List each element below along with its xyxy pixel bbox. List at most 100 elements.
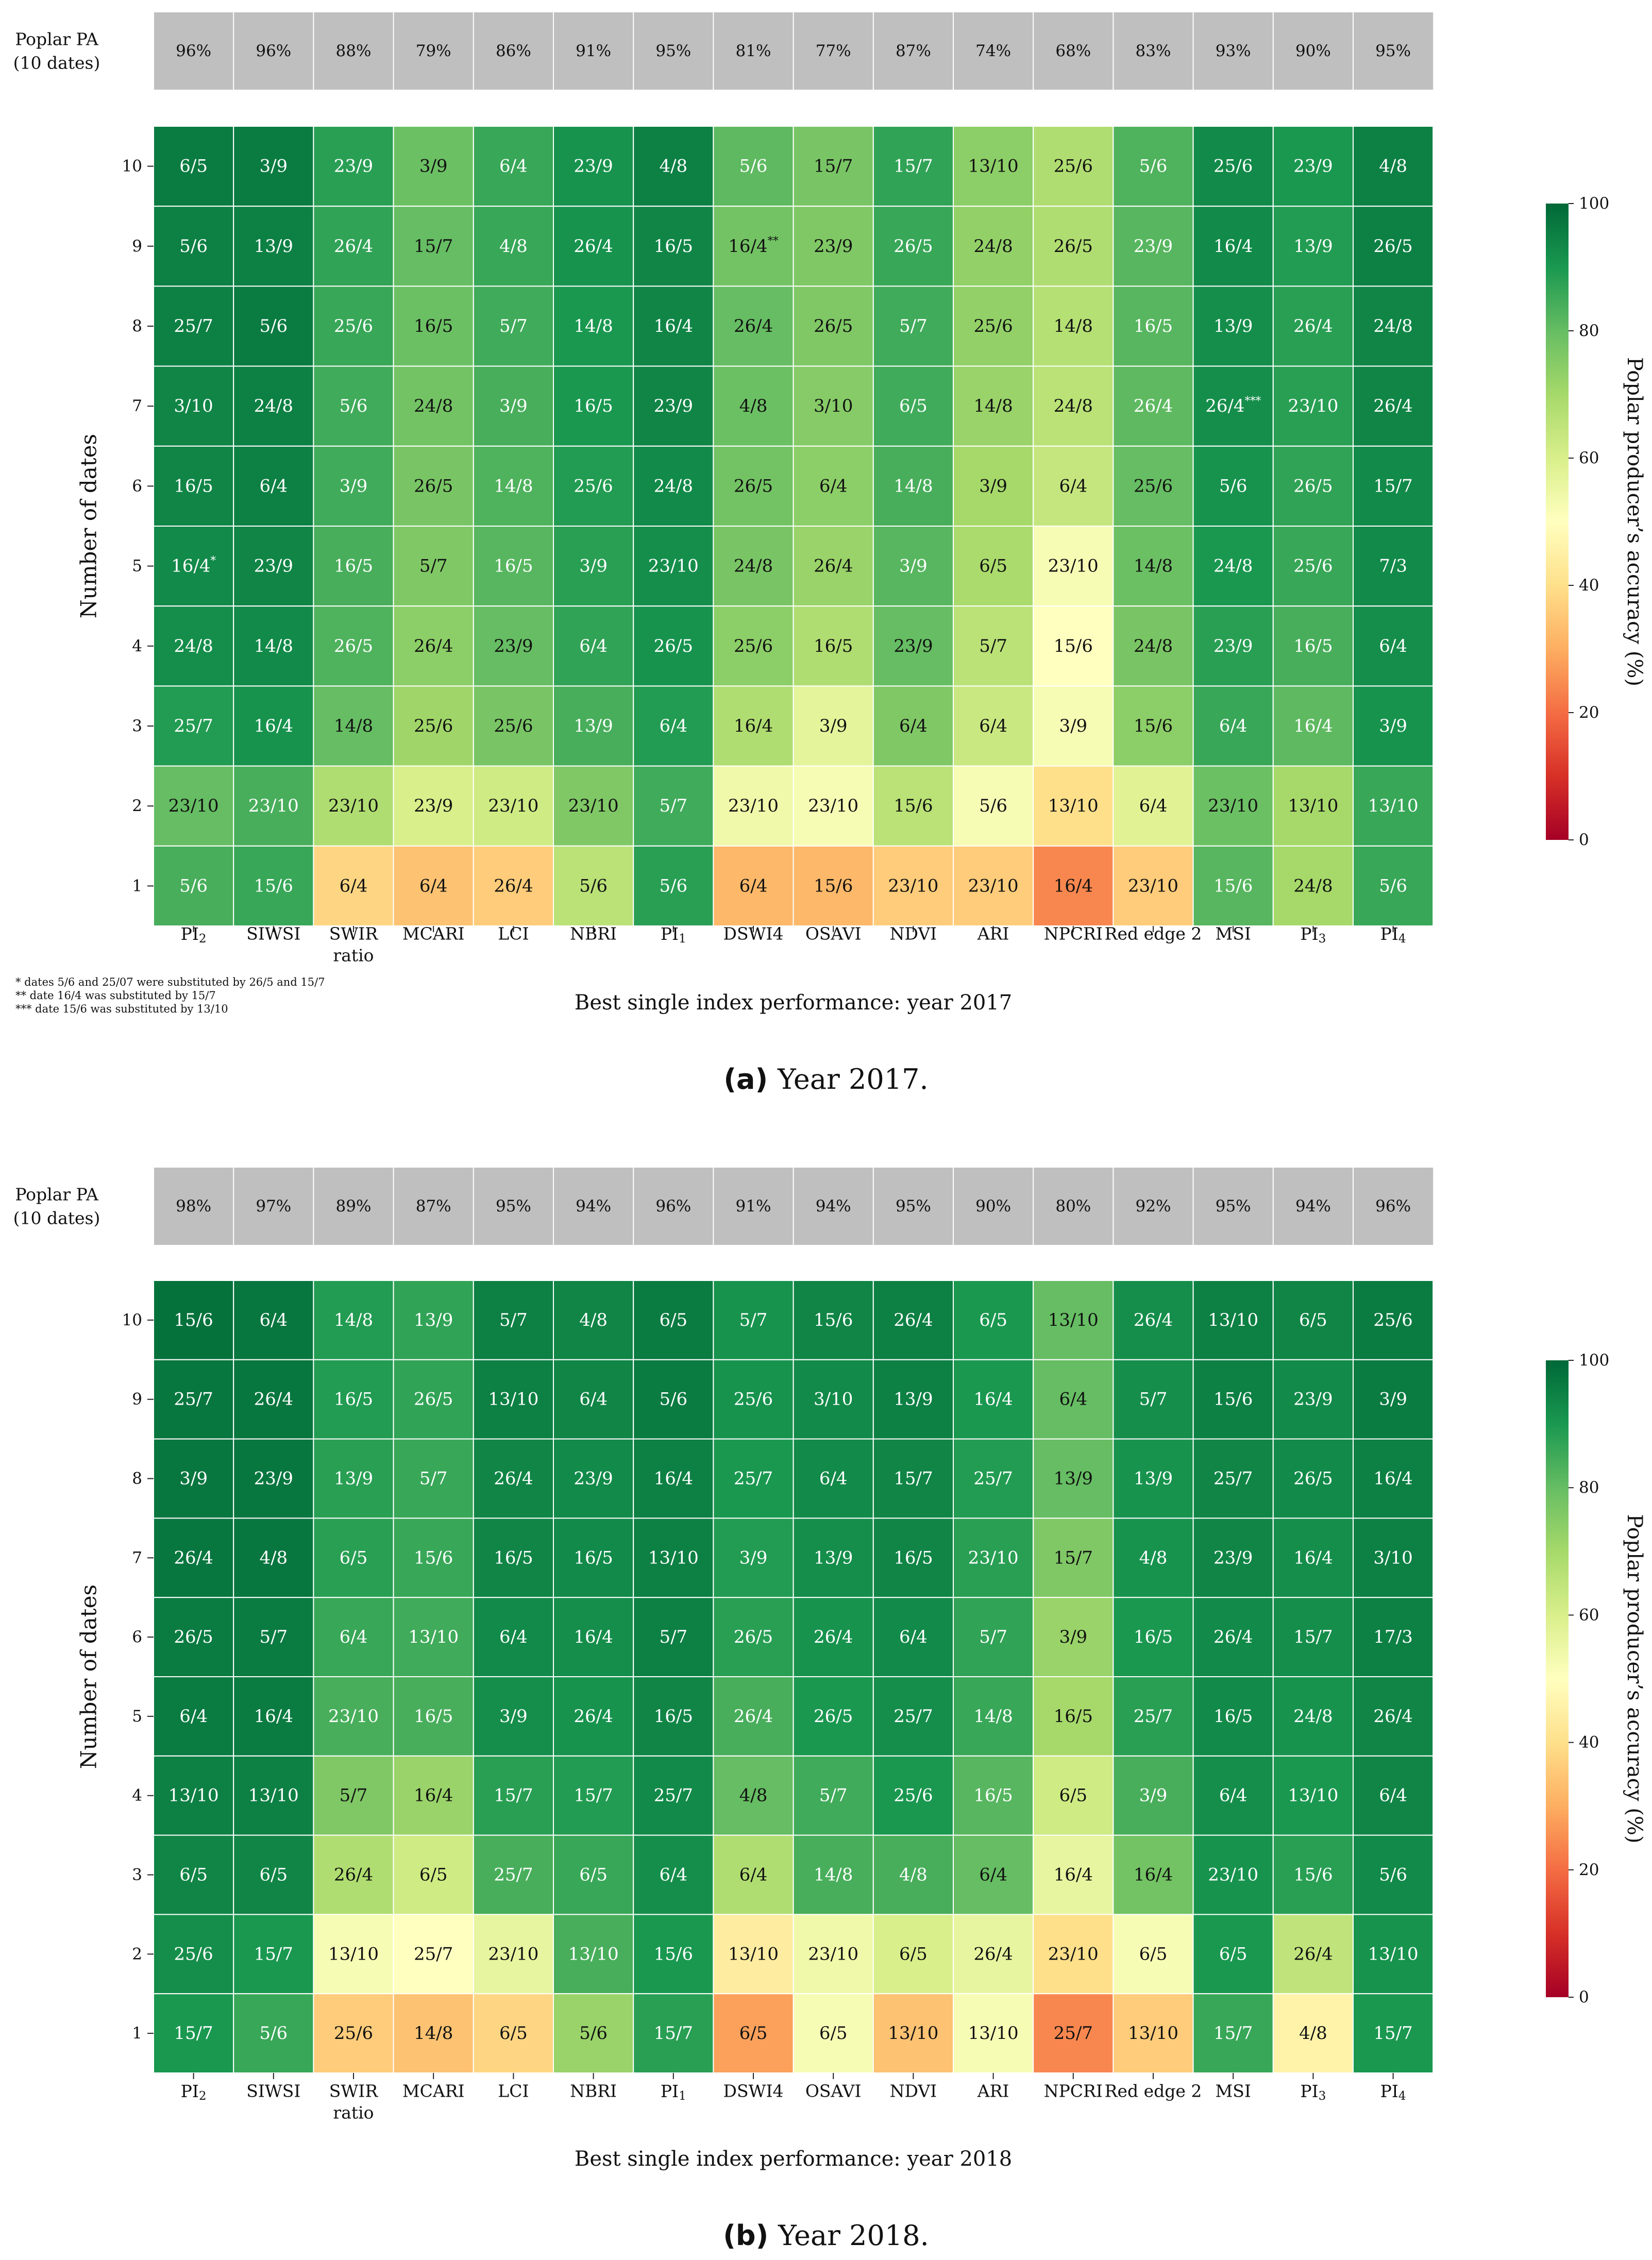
heatmap-cell (713, 1834, 794, 1915)
cell-label: 5/6 (179, 875, 208, 896)
x-tick-label: NPCRI (1044, 924, 1103, 944)
heatmap-cell (313, 1517, 394, 1598)
cell-label: 6/4 (659, 716, 687, 736)
cell-label: 6/4 (340, 875, 368, 896)
heatmap-cell (313, 365, 394, 447)
x-tick-label: SIWSI (246, 2081, 300, 2101)
cell-label: 15/7 (894, 156, 933, 177)
cell-label: 5/7 (1139, 1389, 1168, 1410)
x-tick-label: Red edge 2 (1105, 2081, 1202, 2101)
heatmap-cell (872, 206, 954, 287)
heatmap-cell (633, 1517, 714, 1598)
heatmap-cell (953, 445, 1034, 527)
heatmap-cell (872, 1438, 954, 1519)
cell-label: 3/9 (979, 476, 1007, 496)
cell-label: 3/9 (499, 1706, 528, 1727)
pa-value: 98% (176, 1197, 211, 1216)
colorbar-gradient (1546, 1360, 1569, 1997)
colorbar-tick-label: 100 (1579, 1351, 1609, 1370)
cell-label: 5/6 (179, 236, 208, 257)
cell-label: 13/9 (1054, 1469, 1093, 1489)
heatmap-cell (153, 1755, 234, 1836)
heatmap-cell (153, 365, 234, 447)
heatmap-cell (1192, 1676, 1274, 1757)
heatmap-cell (633, 445, 714, 527)
pa-value: 94% (576, 1197, 611, 1216)
cell-label: 15/7 (894, 1469, 933, 1489)
x-tick-text: PI3 (1300, 2081, 1326, 2103)
colorbar-tick-label: 20 (1579, 703, 1599, 722)
cell-label: 5/6 (659, 1389, 687, 1410)
heatmap-cell (1192, 1359, 1274, 1440)
colorbar-tick-label: 60 (1579, 1606, 1599, 1624)
cell-label: 25/6 (574, 476, 613, 496)
heatmap-cell (1272, 526, 1354, 607)
heatmap-cell (1033, 605, 1114, 687)
pa-value: 92% (1136, 1197, 1171, 1216)
heatmap-panel-2018: 98% 97% 89% 87% 95% 94% 96% 91% 94% 95% 90% 80% 92% 9… (13, 1168, 1646, 2252)
cell-label: 16/5 (654, 236, 693, 257)
cell-label: 24/8 (654, 476, 693, 496)
heatmap-cell (872, 365, 954, 447)
pa-value: 74% (975, 42, 1011, 60)
cell-label: 13/9 (414, 1310, 453, 1330)
cell-label: 13/10 (1288, 1785, 1338, 1806)
heatmap-cell (1272, 206, 1354, 287)
cell-label: 26/4*** (1205, 394, 1261, 416)
x-tick-text: NPCRI (1044, 2081, 1103, 2101)
x-tick-text: ratio (333, 946, 374, 966)
cell-label: 5/7 (340, 1785, 368, 1806)
cell-label: 26/4 (174, 1547, 213, 1568)
heatmap-cell (1192, 1755, 1274, 1836)
cell-label: 5/7 (899, 316, 928, 336)
cell-label: 4/8 (659, 156, 687, 177)
colorbar-title: Poplar producer’s accuracy (%) (1623, 357, 1646, 686)
cell-label: 26/5 (654, 636, 693, 656)
heatmap-cell (1192, 1914, 1274, 1995)
pa-value: 96% (176, 42, 211, 60)
heatmap-cell (233, 526, 314, 607)
cell-label: 3/9 (1059, 716, 1087, 736)
heatmap-cell (793, 1597, 874, 1677)
heatmap-cell (633, 206, 714, 287)
pa-value: 80% (1055, 1197, 1091, 1216)
cell-label: 5/7 (979, 636, 1007, 656)
heatmap-cell (1353, 445, 1434, 527)
cell-label: 25/6 (894, 1785, 933, 1806)
cell-label: 4/8 (1139, 1547, 1168, 1568)
heatmap-cell (393, 605, 474, 687)
x-tick-text: PI2 (181, 2081, 207, 2103)
cell-label: 6/4 (1059, 476, 1087, 496)
cell-label: 3/9 (739, 1547, 768, 1568)
heatmap-cell (1353, 1993, 1434, 2073)
x-tick-text: LCI (498, 924, 529, 944)
x-tick-label: MCARI (402, 2081, 465, 2101)
cell-label: 4/8 (739, 396, 768, 416)
heatmap-cell (393, 365, 474, 447)
colorbar-tick-label: 0 (1579, 1988, 1589, 2006)
x-tick-text: NDVI (890, 924, 937, 944)
cell-label: 16/5 (1134, 1627, 1173, 1647)
heatmap-cell (713, 1359, 794, 1440)
x-tick-label: PI4 (1380, 2081, 1406, 2103)
heatmap-cell (793, 1517, 874, 1598)
heatmap-cell (1192, 1517, 1274, 1598)
y-tick-label: 5 (132, 557, 142, 576)
heatmap-cell (633, 285, 714, 367)
heatmap-cell (1192, 365, 1274, 447)
cell-label: 25/7 (734, 1469, 773, 1489)
cell-label: 16/5 (334, 1389, 373, 1410)
heatmap-cell (1353, 526, 1434, 607)
cell-label: 26/5 (734, 476, 773, 496)
pa-value: 88% (336, 42, 372, 60)
heatmap-cell (1112, 1914, 1194, 1995)
cell-label: 6/5 (979, 556, 1007, 577)
heatmap-cell (1033, 365, 1114, 447)
cell-label: 26/4 (1293, 316, 1333, 336)
cell-label: 16/5 (494, 1547, 533, 1568)
heatmap-cell (713, 1676, 794, 1757)
heatmap-cell (633, 845, 714, 927)
cell-label: 14/8 (574, 316, 613, 336)
cell-label: 26/4 (814, 556, 853, 577)
